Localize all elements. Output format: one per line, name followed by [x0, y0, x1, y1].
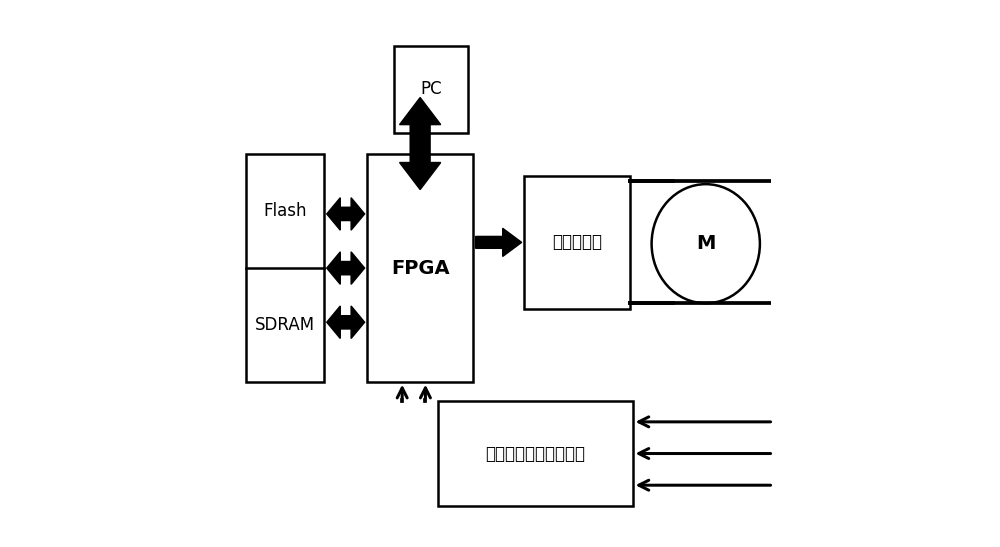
Text: PC: PC — [420, 80, 442, 98]
Text: FPGA: FPGA — [391, 259, 449, 277]
FancyArrow shape — [340, 306, 365, 339]
Text: Flash: Flash — [263, 202, 307, 220]
Ellipse shape — [652, 184, 760, 303]
Bar — [438, 401, 633, 507]
Bar — [524, 176, 630, 309]
Bar — [394, 46, 468, 133]
FancyArrow shape — [327, 252, 351, 284]
Text: 电流，光电脉冲采集板: 电流，光电脉冲采集板 — [485, 445, 585, 463]
FancyArrow shape — [340, 252, 365, 284]
FancyArrow shape — [340, 197, 365, 230]
Text: SDRAM: SDRAM — [255, 316, 315, 334]
Bar — [367, 154, 473, 382]
FancyArrow shape — [327, 197, 351, 230]
FancyArrow shape — [400, 125, 441, 190]
Bar — [246, 154, 324, 382]
Text: M: M — [696, 234, 715, 253]
FancyArrow shape — [327, 306, 351, 339]
FancyArrow shape — [400, 97, 441, 162]
Text: 功率驱动器: 功率驱动器 — [552, 234, 602, 252]
FancyArrow shape — [476, 228, 522, 257]
